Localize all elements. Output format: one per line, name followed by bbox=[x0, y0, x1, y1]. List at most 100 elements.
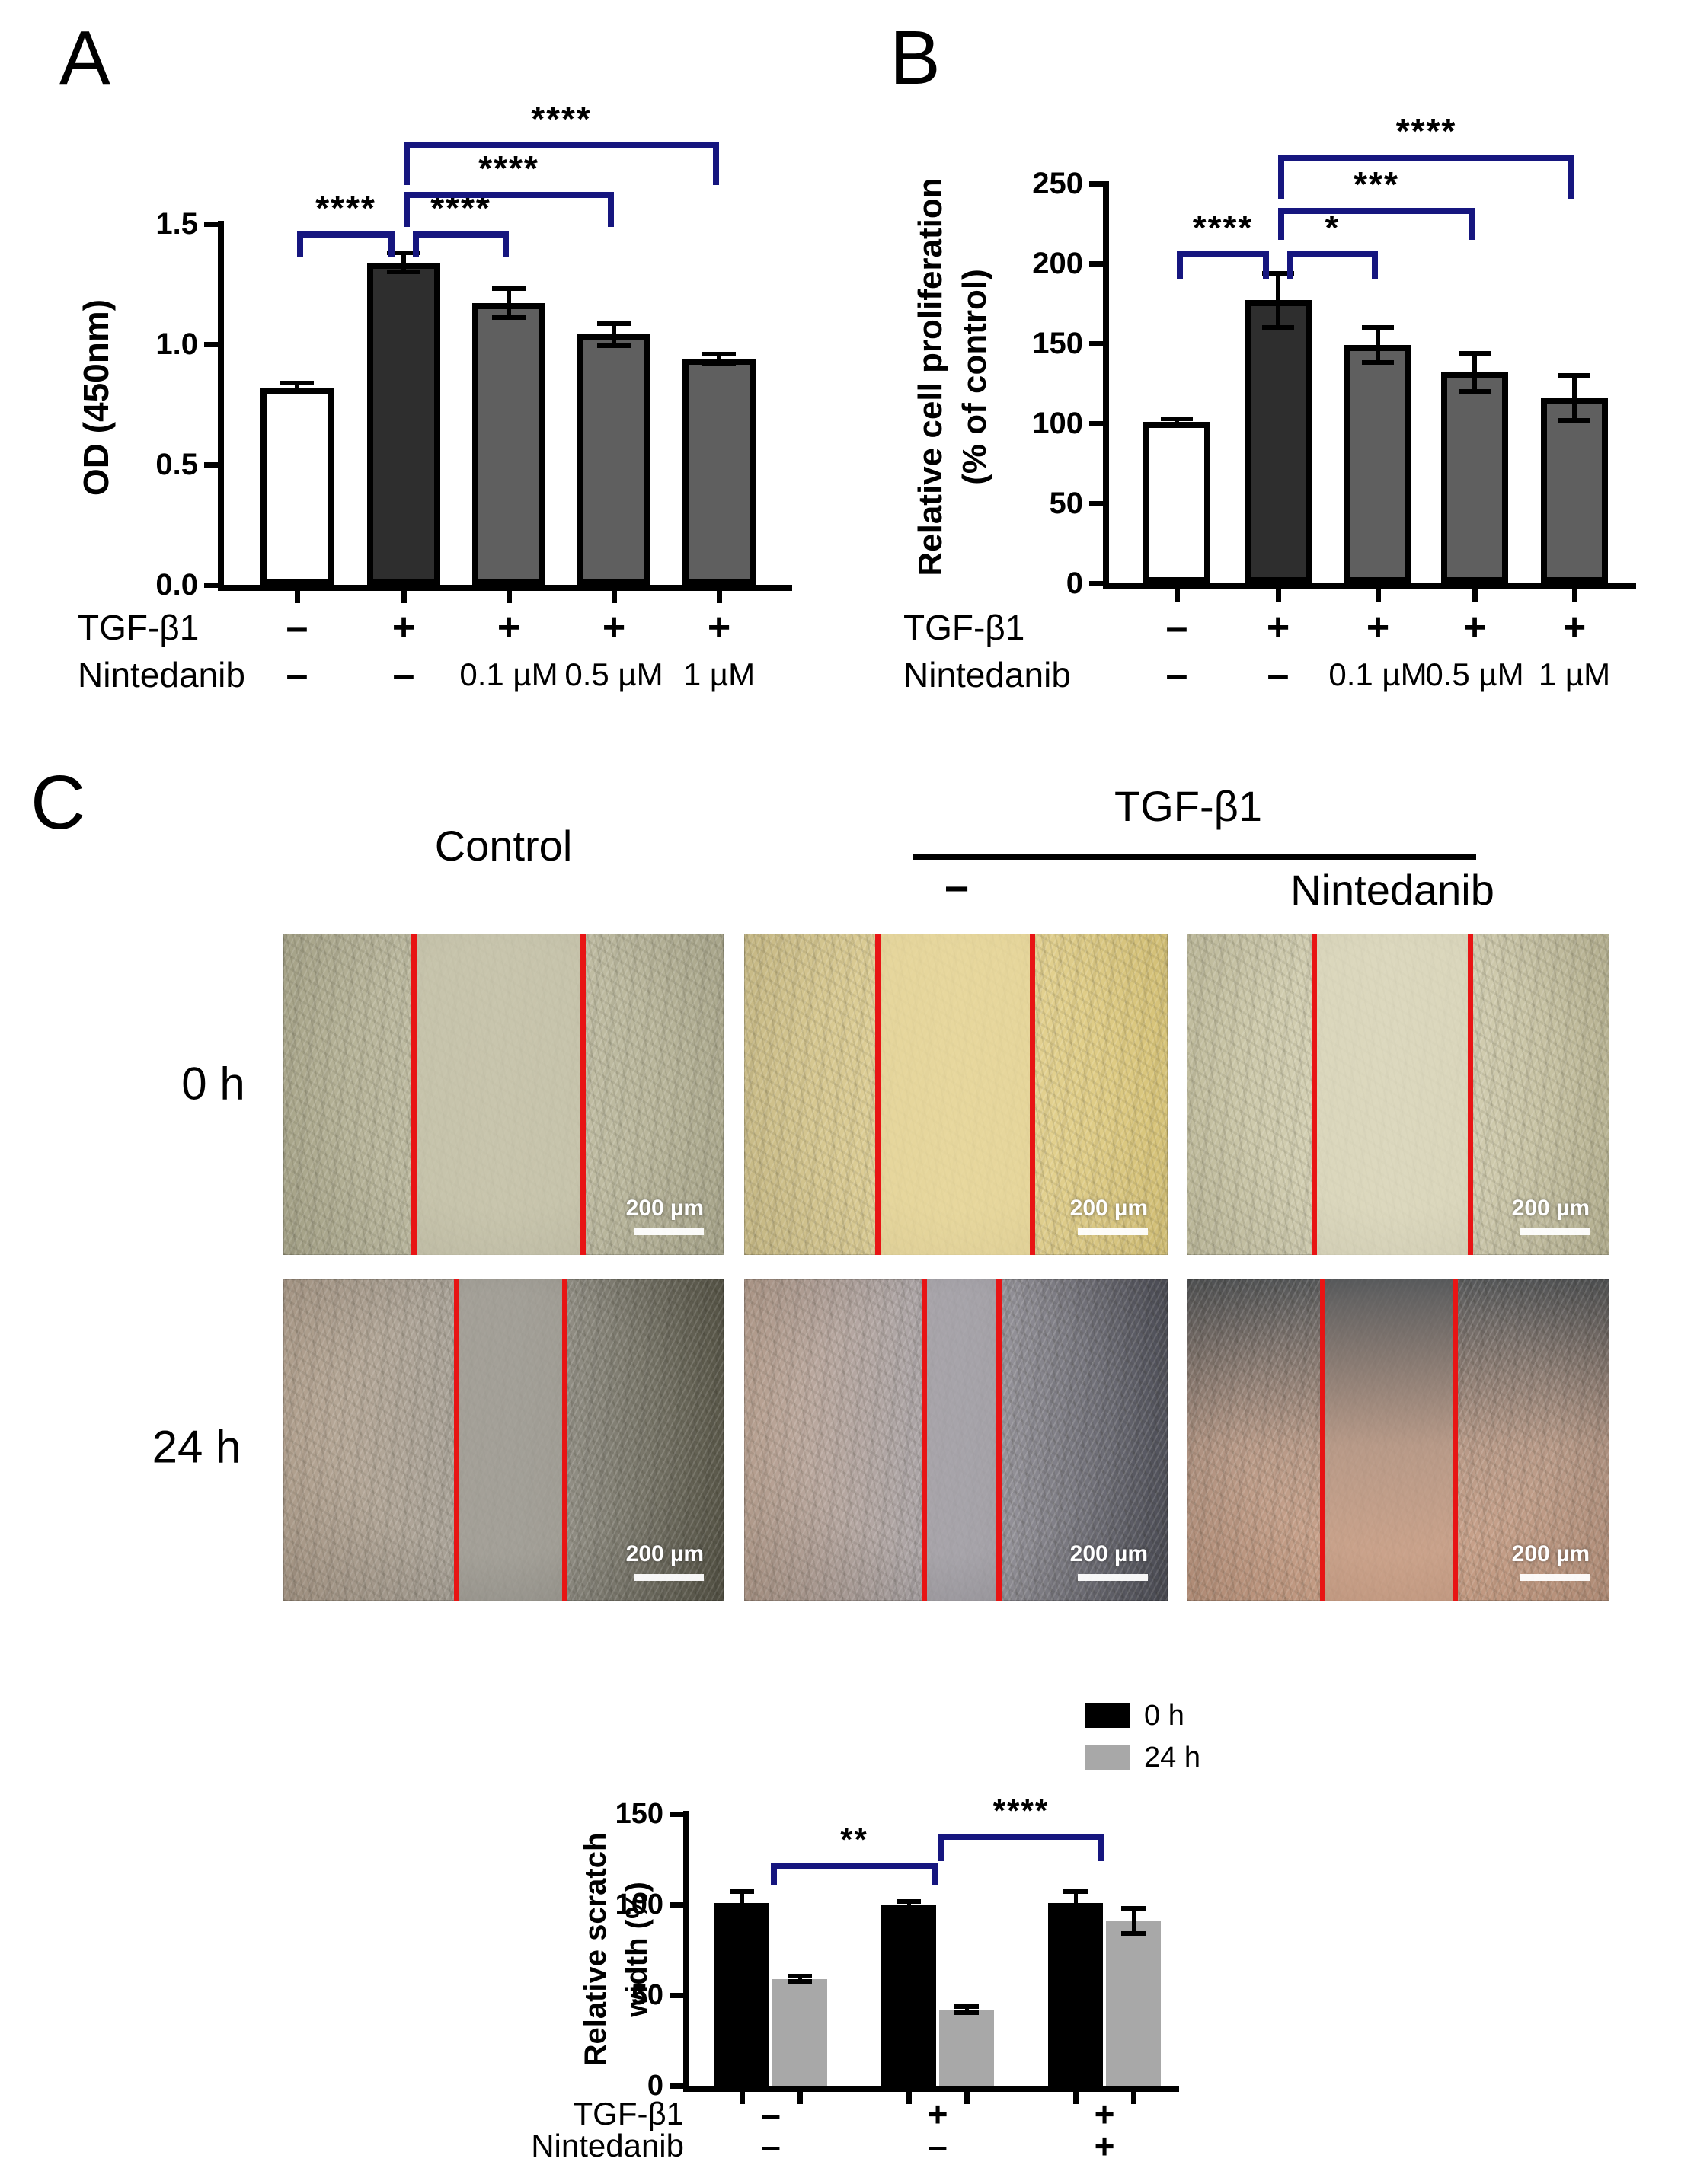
error-cap-bottom bbox=[597, 343, 631, 348]
error-bar bbox=[1376, 327, 1380, 363]
error-cap-top bbox=[1558, 373, 1590, 378]
micrograph-0h-col0: 200 µm bbox=[283, 934, 724, 1255]
error-cap-bottom bbox=[702, 361, 736, 366]
error-bar bbox=[1472, 353, 1477, 391]
sig-stars: *** bbox=[1354, 164, 1399, 204]
error-bar bbox=[797, 1976, 802, 1982]
condition-value: – bbox=[286, 653, 308, 697]
error-bar bbox=[1131, 1908, 1136, 1934]
condition-value: + bbox=[602, 605, 626, 650]
scratch-edge-line-1 bbox=[453, 1279, 459, 1601]
bar-0 bbox=[1143, 421, 1210, 583]
error-cap-top bbox=[1362, 325, 1394, 330]
sig-bracket bbox=[771, 1863, 938, 1885]
condition-row-label: TGF-β1 bbox=[573, 2096, 684, 2131]
scale-bar bbox=[1520, 1228, 1590, 1235]
condition-value: 1 µM bbox=[1538, 656, 1611, 692]
scale-bar-label: 200 µm bbox=[1511, 1196, 1590, 1221]
sig-bracket bbox=[413, 231, 509, 257]
y-tick-label: 50 bbox=[1049, 487, 1084, 520]
scratch-edge-line-2 bbox=[1467, 934, 1473, 1255]
legend-swatch-0h bbox=[1085, 1703, 1130, 1728]
y-tick bbox=[204, 462, 218, 468]
bar-24h-group1 bbox=[939, 2010, 994, 2086]
scale-bar bbox=[1520, 1574, 1590, 1581]
error-bar bbox=[295, 382, 299, 393]
x-tick bbox=[401, 591, 407, 603]
y-tick-label: 0.5 bbox=[155, 448, 198, 481]
error-cap-top bbox=[1063, 1889, 1088, 1895]
vignette bbox=[744, 934, 1168, 1255]
bar-0h-group2 bbox=[1048, 1902, 1103, 2086]
condition-value: – bbox=[286, 605, 308, 650]
bar-24h-group0 bbox=[772, 1978, 827, 2086]
bar-0 bbox=[260, 387, 334, 585]
error-bar bbox=[1572, 375, 1577, 420]
y-tick-label: 100 bbox=[1032, 407, 1083, 440]
y-tick bbox=[204, 342, 218, 347]
error-cap-bottom bbox=[1121, 1931, 1146, 1937]
panel-c-header-nintedanib: Nintedanib bbox=[1290, 866, 1494, 914]
y-axis-B bbox=[1103, 181, 1109, 589]
error-bar bbox=[1175, 418, 1179, 426]
condition-value: + bbox=[1366, 605, 1390, 650]
scratch-edge-line-1 bbox=[875, 934, 881, 1255]
panel-c-header-minus: − bbox=[944, 864, 970, 912]
condition-value: – bbox=[1267, 653, 1290, 697]
condition-row-label: Nintedanib bbox=[903, 655, 1071, 694]
error-cap-top bbox=[788, 1974, 812, 1978]
error-cap-top bbox=[702, 351, 736, 356]
y-tick-label: 0 bbox=[1066, 567, 1083, 600]
bar-1 bbox=[1245, 300, 1312, 583]
error-cap-top bbox=[492, 286, 526, 292]
scratch-edge-line-1 bbox=[1311, 934, 1317, 1255]
condition-value: 0.1 µM bbox=[1328, 656, 1427, 692]
sig-bracket bbox=[1287, 251, 1378, 279]
error-bar bbox=[507, 289, 511, 318]
x-tick bbox=[612, 591, 617, 603]
scratch-zone bbox=[924, 1279, 999, 1601]
x-tick bbox=[797, 2092, 803, 2104]
error-cap-top bbox=[1262, 270, 1294, 276]
bar-3 bbox=[577, 334, 650, 585]
y-tick-label: 150 bbox=[615, 1798, 663, 1830]
legend-label: 0 h bbox=[1144, 1700, 1184, 1732]
y-tick-label: 100 bbox=[615, 1889, 663, 1921]
scratch-edge-line-2 bbox=[996, 1279, 1002, 1601]
condition-value: + bbox=[1266, 605, 1290, 650]
condition-value: + bbox=[1094, 2126, 1115, 2166]
micrograph-24h-col2: 200 µm bbox=[1187, 1279, 1609, 1601]
micrograph-0h-col2: 200 µm bbox=[1187, 934, 1609, 1255]
condition-value: – bbox=[392, 653, 415, 697]
error-cap-top bbox=[1459, 350, 1491, 356]
scale-bar-label: 200 µm bbox=[1069, 1196, 1148, 1221]
x-tick bbox=[1376, 589, 1381, 602]
condition-value: – bbox=[761, 2094, 781, 2134]
legend-swatch-24h bbox=[1085, 1745, 1130, 1770]
y-tick-label: 0 bbox=[647, 2070, 663, 2102]
bar-4 bbox=[1541, 398, 1608, 583]
error-bar bbox=[1073, 1892, 1078, 1914]
error-cap-top bbox=[954, 2004, 979, 2010]
y-tick-label: 1.5 bbox=[155, 207, 198, 241]
condition-value: – bbox=[1165, 605, 1188, 650]
micrograph-0h-col1: 200 µm bbox=[744, 934, 1168, 1255]
error-cap-bottom bbox=[1161, 423, 1193, 428]
y-tick bbox=[1089, 581, 1103, 586]
y-axis-scratch bbox=[683, 1811, 689, 2092]
condition-value: + bbox=[392, 605, 416, 650]
scale-bar-label: 200 µm bbox=[625, 1541, 704, 1566]
scratch-edge-line-2 bbox=[562, 1279, 568, 1601]
sig-stars: ** bbox=[840, 1822, 868, 1857]
x-axis-scratch bbox=[683, 2086, 1179, 2092]
bar-3 bbox=[1441, 372, 1508, 583]
y-tick bbox=[1089, 261, 1103, 267]
condition-value: 1 µM bbox=[682, 656, 756, 692]
x-tick bbox=[906, 2092, 912, 2104]
sig-stars: **** bbox=[1192, 208, 1254, 247]
sig-stars: **** bbox=[531, 99, 592, 139]
error-bar bbox=[717, 353, 721, 364]
y-tick bbox=[1089, 501, 1103, 506]
condition-row-label: Nintedanib bbox=[78, 655, 245, 694]
error-bar bbox=[906, 1901, 911, 1908]
